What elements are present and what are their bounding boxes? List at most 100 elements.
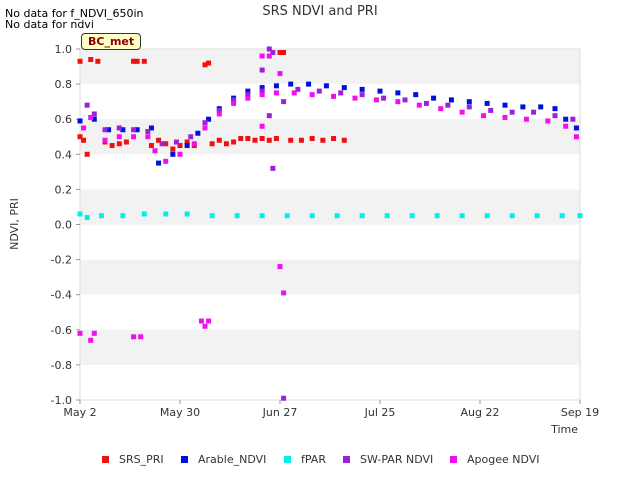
series-fpar — [77, 211, 583, 220]
data-point — [545, 118, 551, 124]
data-point — [134, 127, 140, 133]
data-point — [88, 337, 94, 343]
data-point — [273, 83, 279, 89]
data-point — [216, 107, 222, 113]
grid-band — [80, 154, 580, 190]
data-point — [259, 92, 265, 98]
data-point — [573, 125, 579, 131]
data-point — [281, 395, 287, 401]
data-point — [259, 53, 265, 59]
data-point — [84, 151, 90, 157]
data-point — [331, 93, 337, 99]
y-axis: 1.0 0.8 0.6 0.4 0.2 0.0 -0.2 -0.4 -0.6 -0.8 -1.0 — [51, 43, 80, 407]
legend-label: SW-PAR NDVI — [360, 453, 434, 466]
data-point — [91, 111, 97, 117]
data-point — [138, 334, 144, 340]
data-point — [163, 158, 169, 164]
data-point — [259, 88, 265, 94]
grid-band — [80, 189, 580, 225]
data-point — [88, 57, 94, 63]
chart-title: SRS NDVI and PRI — [262, 4, 377, 19]
legend-label: Apogee NDVI — [467, 453, 540, 466]
data-point — [273, 136, 279, 142]
data-point — [281, 99, 287, 105]
data-point — [184, 139, 190, 145]
data-point — [170, 151, 176, 157]
data-point — [552, 106, 558, 112]
data-point — [234, 213, 240, 219]
data-point — [184, 143, 190, 149]
data-point — [184, 211, 190, 217]
legend-item: SW-PAR NDVI — [343, 453, 433, 466]
data-point — [373, 97, 379, 103]
x-axis: May 2 May 30 Jun 27 Jul 25 Aug 22 Sep 19 — [63, 400, 599, 419]
data-point — [131, 127, 137, 133]
legend-swatch — [343, 456, 350, 463]
series-apogee-ndvi — [77, 53, 579, 343]
data-point — [77, 330, 83, 336]
data-point — [170, 146, 176, 152]
data-point — [295, 86, 301, 92]
site-badge: BC_met — [81, 33, 142, 50]
y-tick-label: 0.6 — [55, 113, 73, 126]
x-tick-label: Sep 19 — [561, 406, 599, 419]
legend-swatch — [102, 456, 109, 463]
data-point — [563, 123, 569, 129]
y-tick-label: 0.8 — [55, 78, 73, 91]
grid-band — [80, 49, 580, 85]
data-point — [81, 125, 87, 131]
data-point — [359, 86, 365, 92]
data-point — [459, 213, 465, 219]
data-point — [381, 95, 387, 101]
data-point — [423, 100, 429, 106]
data-point — [320, 137, 326, 143]
data-point — [116, 125, 122, 131]
data-point — [102, 137, 108, 143]
data-point — [331, 136, 337, 142]
data-point — [266, 46, 272, 52]
data-point — [177, 143, 183, 149]
data-point — [570, 116, 576, 122]
data-point — [266, 113, 272, 119]
data-point — [84, 214, 90, 220]
data-point — [238, 136, 244, 142]
data-point — [502, 102, 508, 108]
data-point — [120, 213, 126, 219]
data-point — [231, 97, 237, 103]
legend: SRS_PRI Arable_NDVI fPAR SW-PAR NDVI Apogee … — [0, 453, 640, 469]
x-tick-label: Jun 27 — [262, 406, 298, 419]
data-point — [231, 100, 237, 106]
data-point — [156, 160, 162, 166]
data-point — [245, 136, 251, 142]
y-tick-label: -1.0 — [51, 394, 72, 407]
data-point — [95, 58, 101, 64]
y-tick-label: -0.2 — [51, 254, 72, 267]
data-point — [91, 116, 97, 122]
y-tick-label: 1.0 — [55, 43, 73, 56]
data-point — [177, 151, 183, 157]
data-point — [98, 213, 104, 219]
data-point — [141, 58, 147, 64]
data-point — [202, 62, 208, 68]
data-point — [377, 88, 383, 94]
data-point — [259, 67, 265, 73]
data-point — [191, 141, 197, 147]
data-point — [131, 58, 137, 64]
data-point — [277, 264, 283, 270]
data-point — [81, 137, 87, 143]
data-point — [338, 90, 344, 96]
data-point — [277, 50, 283, 56]
legend-item: Apogee NDVI — [450, 453, 540, 466]
data-point — [216, 137, 222, 143]
x-tick-label: Jul 25 — [364, 406, 396, 419]
data-point — [341, 85, 347, 91]
data-point — [484, 100, 490, 106]
data-point — [145, 134, 151, 140]
data-point — [416, 102, 422, 108]
y-tick-label: 0.0 — [55, 219, 73, 232]
data-point — [120, 127, 126, 133]
data-point — [309, 213, 315, 219]
data-point — [531, 109, 537, 115]
data-point — [77, 134, 83, 140]
grid-band — [80, 259, 580, 295]
